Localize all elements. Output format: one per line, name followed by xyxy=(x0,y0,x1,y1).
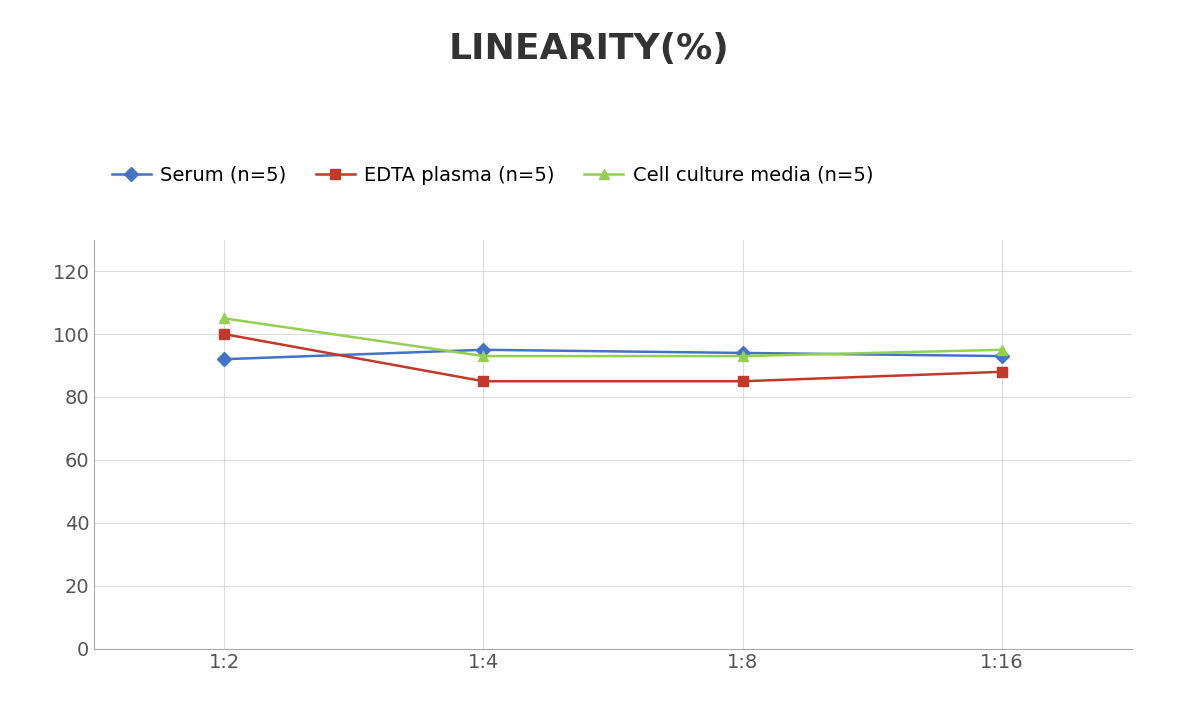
Serum (n=5) xyxy=(995,352,1009,360)
EDTA plasma (n=5) xyxy=(217,330,231,338)
EDTA plasma (n=5) xyxy=(476,377,490,386)
EDTA plasma (n=5) xyxy=(995,367,1009,376)
Line: Serum (n=5): Serum (n=5) xyxy=(219,345,1007,364)
EDTA plasma (n=5) xyxy=(736,377,750,386)
Cell culture media (n=5) xyxy=(476,352,490,360)
Cell culture media (n=5) xyxy=(736,352,750,360)
Serum (n=5) xyxy=(217,355,231,364)
Serum (n=5) xyxy=(476,345,490,354)
Cell culture media (n=5) xyxy=(217,314,231,323)
Line: Cell culture media (n=5): Cell culture media (n=5) xyxy=(219,314,1007,361)
Legend: Serum (n=5), EDTA plasma (n=5), Cell culture media (n=5): Serum (n=5), EDTA plasma (n=5), Cell cul… xyxy=(104,158,881,192)
Serum (n=5) xyxy=(736,349,750,357)
Cell culture media (n=5) xyxy=(995,345,1009,354)
Line: EDTA plasma (n=5): EDTA plasma (n=5) xyxy=(219,329,1007,386)
Text: LINEARITY(%): LINEARITY(%) xyxy=(449,32,730,66)
